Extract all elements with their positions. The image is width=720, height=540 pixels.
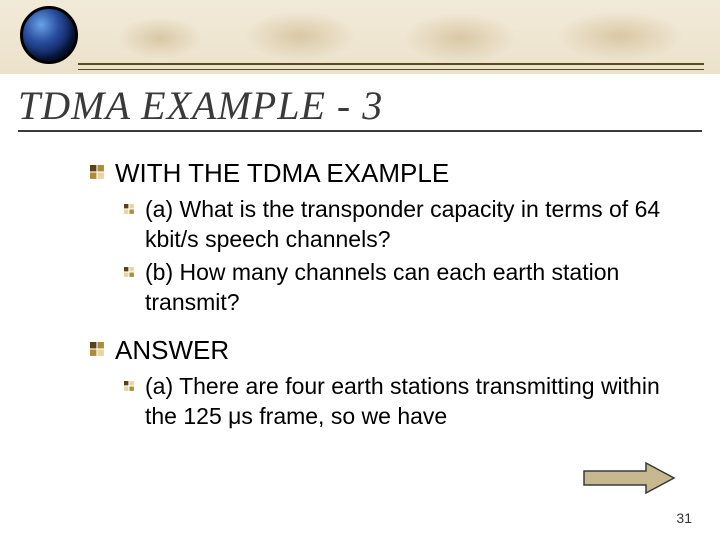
list-item-text: WITH THE TDMA EXAMPLE — [115, 158, 449, 189]
bullet-lvl2-icon — [124, 265, 135, 283]
list-item-text: (a) There are four earth stations transm… — [145, 372, 686, 431]
list-item-text: (b) How many channels can each earth sta… — [145, 258, 686, 317]
bullet-lvl1-icon — [90, 342, 105, 362]
bullet-lvl2-icon — [124, 379, 135, 397]
list-item: (a) There are four earth stations transm… — [124, 372, 686, 431]
slide-number: 31 — [676, 510, 692, 526]
list-item: (a) What is the transponder capacity in … — [124, 195, 686, 254]
slide-body: WITH THE TDMA EXAMPLE (a) What is the tr… — [90, 158, 686, 435]
banner-rule — [78, 63, 704, 70]
bullet-lvl1-icon — [90, 165, 105, 185]
list-item-text: ANSWER — [115, 335, 229, 366]
list-item: WITH THE TDMA EXAMPLE — [90, 158, 686, 189]
slide-title: TDMA EXAMPLE - 3 — [18, 82, 383, 129]
list-item-text: (a) What is the transponder capacity in … — [145, 195, 686, 254]
world-map-background — [0, 8, 720, 64]
list-item: ANSWER — [90, 335, 686, 366]
list-item: (b) How many channels can each earth sta… — [124, 258, 686, 317]
title-underline — [18, 130, 702, 132]
globe-icon — [20, 6, 78, 64]
banner — [0, 0, 720, 74]
bullet-lvl2-icon — [124, 202, 135, 220]
arrow-right-icon — [582, 461, 676, 500]
